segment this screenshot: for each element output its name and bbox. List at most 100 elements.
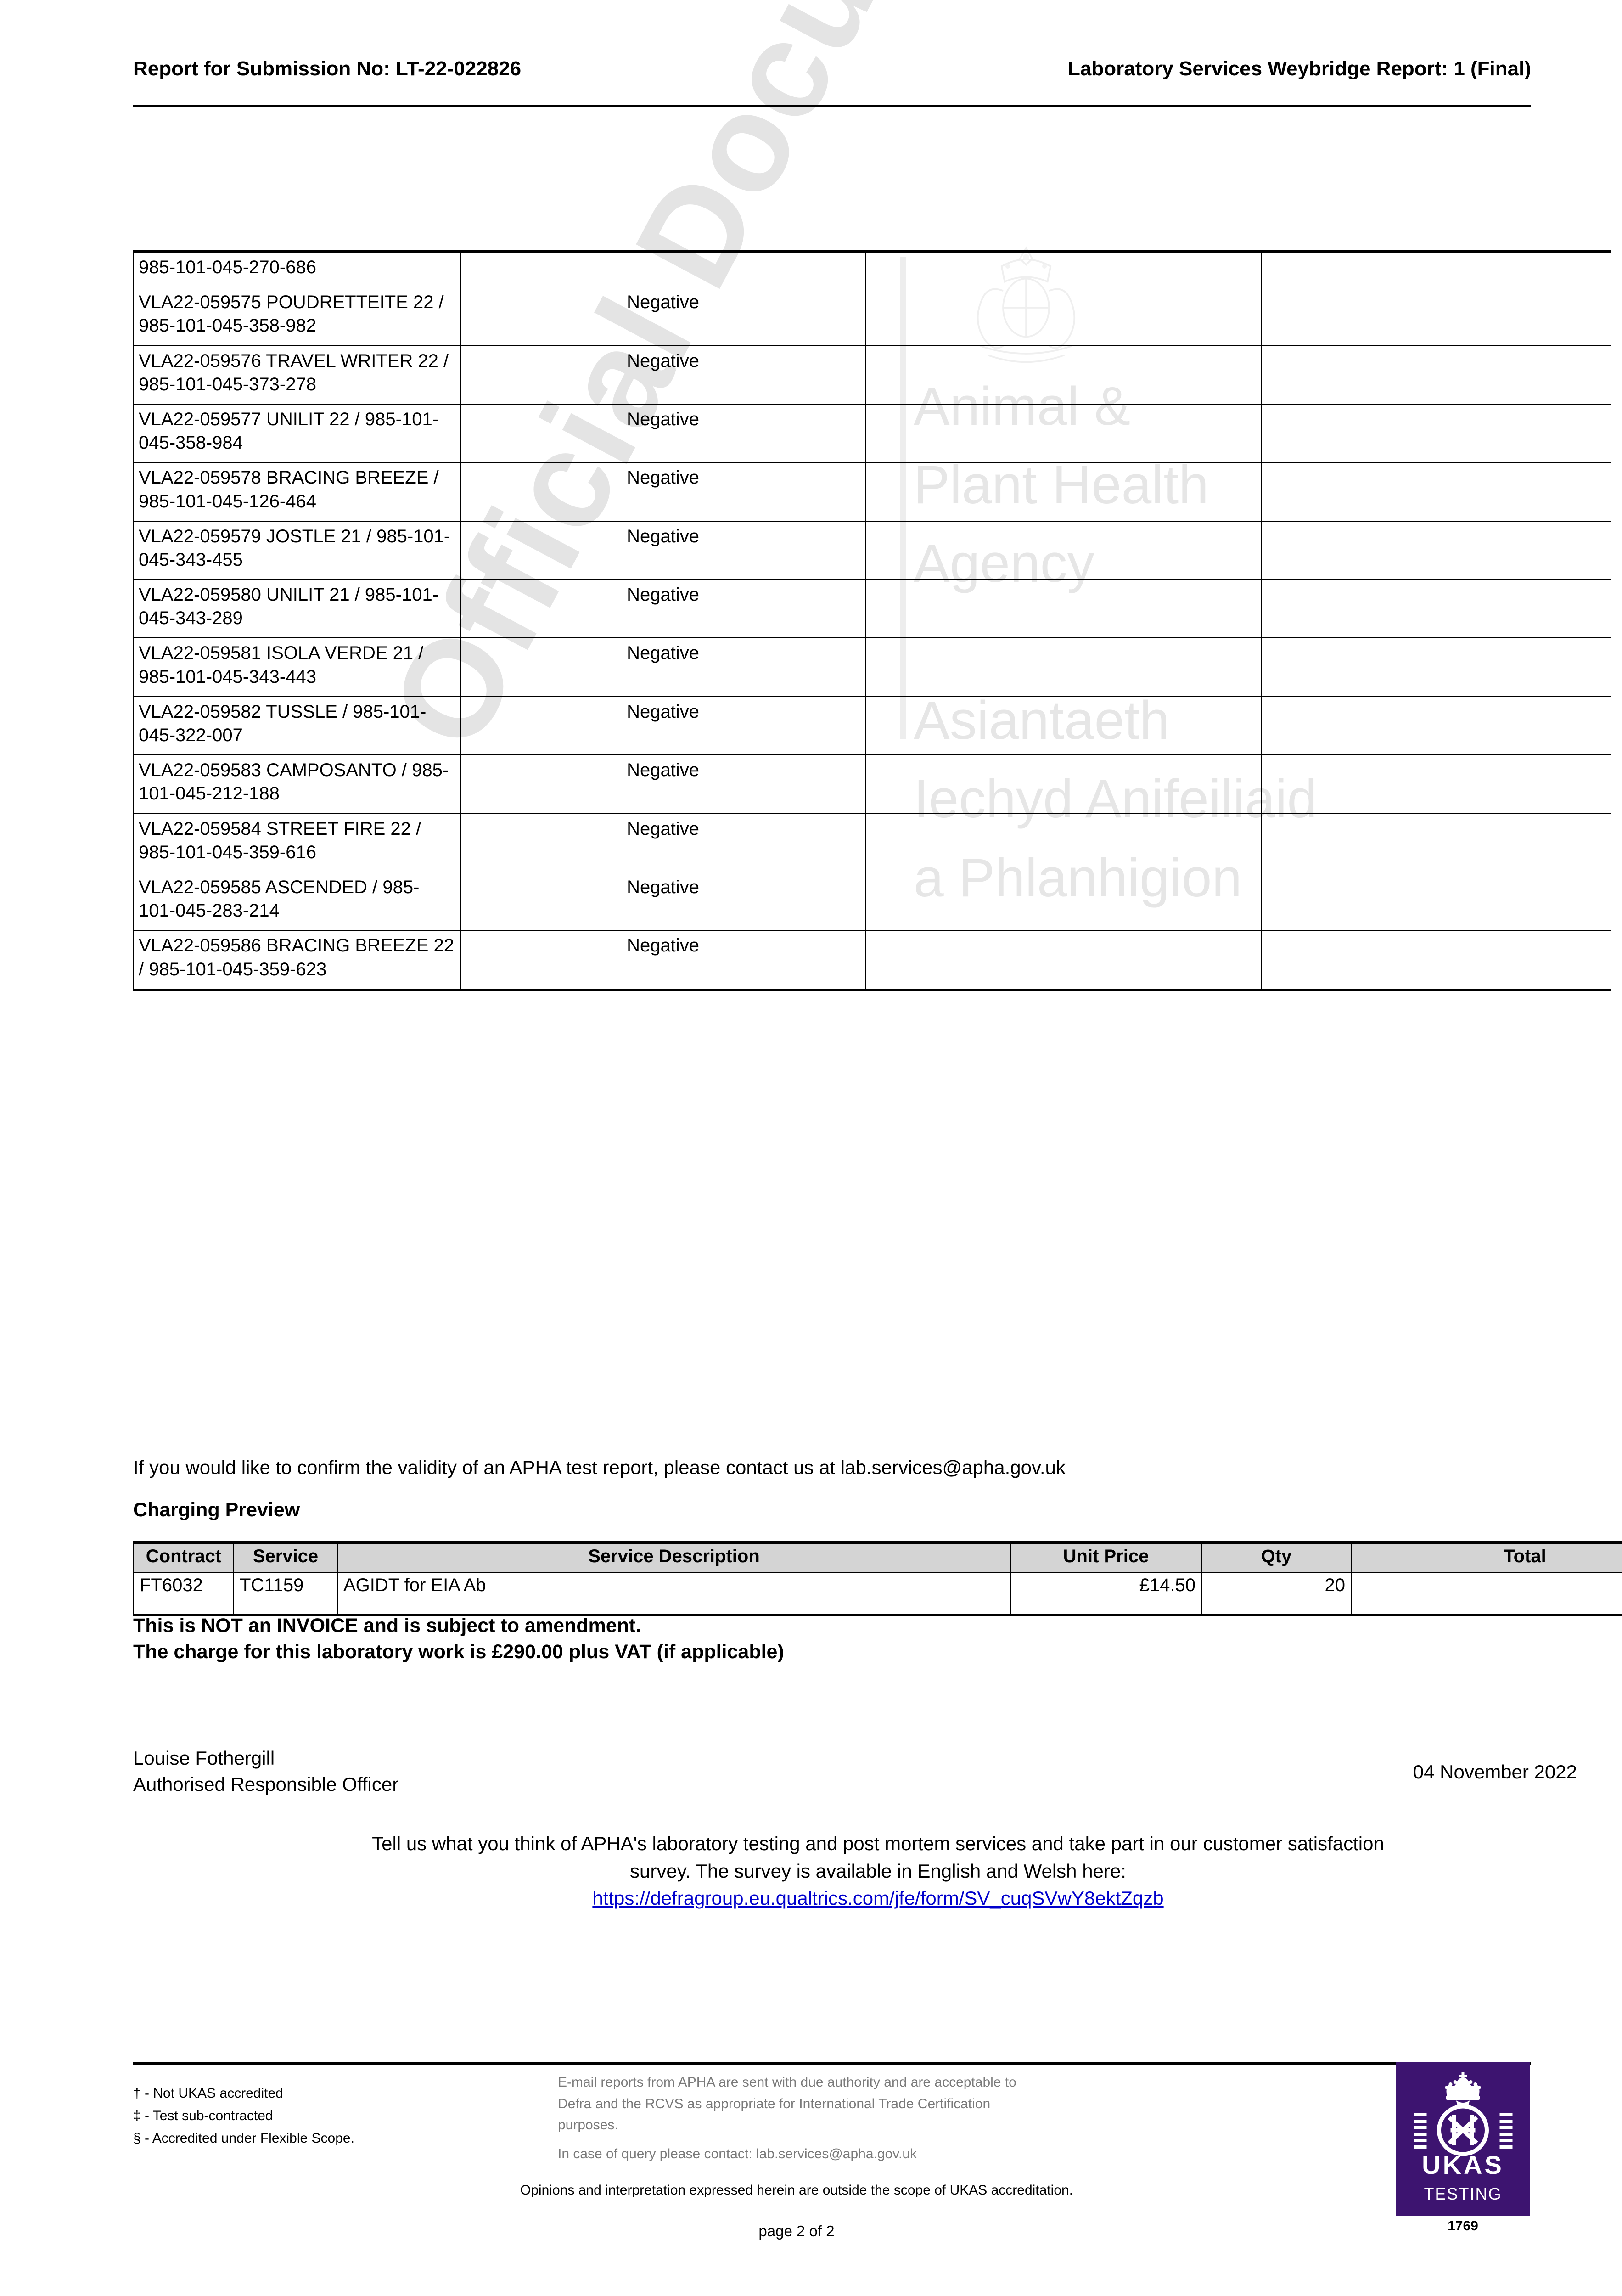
sample-cell: VLA22-059577 UNILIT 22 / 985-101-045-358… <box>133 403 461 463</box>
ukas-accreditation-number: 1769 <box>1448 2218 1478 2234</box>
not-invoice-notice: This is NOT an INVOICE and is subject to… <box>133 1613 784 1665</box>
extra-cell-4 <box>1261 871 1611 931</box>
table-row: 985-101-045-270-686 <box>133 250 1611 288</box>
extra-cell-3 <box>865 871 1262 931</box>
extra-cell-4 <box>1261 579 1611 639</box>
result-cell: Negative <box>460 287 866 346</box>
charging-preview-heading: Charging Preview <box>133 1499 300 1521</box>
query-contact-note: In case of query please contact: lab.ser… <box>558 2146 917 2161</box>
table-row: VLA22-059581 ISOLA VERDE 21 / 985-101-04… <box>133 637 1611 697</box>
email-note-line-1: E-mail reports from APHA are sent with d… <box>558 2075 1016 2090</box>
survey-line-1: Tell us what you think of APHA's laborat… <box>372 1833 1384 1854</box>
sample-cell: VLA22-059581 ISOLA VERDE 21 / 985-101-04… <box>133 637 461 697</box>
charging-service-cell: TC1159 <box>233 1572 338 1616</box>
charging-row: FT6032 TC1159 AGIDT for EIA Ab £14.50 20… <box>133 1572 1622 1616</box>
extra-cell-4 <box>1261 287 1611 346</box>
sample-cell: VLA22-059584 STREET FIRE 22 / 985-101-04… <box>133 813 461 872</box>
result-cell: Negative <box>460 754 866 814</box>
extra-cell-3 <box>865 250 1262 288</box>
table-row: VLA22-059582 TUSSLE / 985-101-045-322-00… <box>133 696 1611 756</box>
sample-cell: VLA22-059580 UNILIT 21 / 985-101-045-343… <box>133 579 461 639</box>
extra-cell-4 <box>1261 696 1611 756</box>
sample-cell: VLA22-059579 JOSTLE 21 / 985-101-045-343… <box>133 520 461 580</box>
signature-block: Louise Fothergill Authorised Responsible… <box>133 1745 398 1797</box>
extra-cell-4 <box>1261 813 1611 872</box>
ukas-subtitle-text: TESTING <box>1424 2184 1502 2203</box>
result-cell: Negative <box>460 813 866 872</box>
extra-cell-3 <box>865 754 1262 814</box>
footer-divider <box>133 2062 1531 2065</box>
result-cell: Negative <box>460 637 866 697</box>
result-cell: Negative <box>460 696 866 756</box>
extra-cell-3 <box>865 930 1262 991</box>
column-header-total: Total <box>1351 1541 1622 1573</box>
charging-unit-price-cell: £14.50 <box>1010 1572 1202 1616</box>
ukas-crown-and-circle-icon <box>1414 2072 1512 2156</box>
table-row: VLA22-059576 TRAVEL WRITER 22 / 985-101-… <box>133 345 1611 405</box>
result-cell: Negative <box>460 520 866 580</box>
sample-cell: VLA22-059578 BRACING BREEZE / 985-101-04… <box>133 462 461 522</box>
legend-flexible-scope: § - Accredited under Flexible Scope. <box>133 2130 354 2146</box>
column-header-service-description: Service Description <box>337 1541 1011 1573</box>
sample-cell: VLA22-059576 TRAVEL WRITER 22 / 985-101-… <box>133 345 461 405</box>
sample-cell: VLA22-059582 TUSSLE / 985-101-045-322-00… <box>133 696 461 756</box>
table-row: VLA22-059585 ASCENDED / 985-101-045-283-… <box>133 871 1611 931</box>
result-cell: Negative <box>460 403 866 463</box>
extra-cell-3 <box>865 813 1262 872</box>
column-header-service: Service <box>233 1541 338 1573</box>
table-row: VLA22-059575 POUDRETTEITE 22 / 985-101-0… <box>133 287 1611 346</box>
column-header-qty: Qty <box>1201 1541 1352 1573</box>
extra-cell-3 <box>865 579 1262 639</box>
charging-table-wrapper: Contract Service Service Description Uni… <box>133 1541 1622 1616</box>
footer-legend: † - Not UKAS accredited ‡ - Test sub-con… <box>133 2082 354 2150</box>
result-cell: Negative <box>460 462 866 522</box>
footer-email-note: E-mail reports from APHA are sent with d… <box>558 2072 1292 2165</box>
charging-contract-cell: FT6032 <box>133 1572 234 1616</box>
ukas-logo: UKAS TESTING 1769 <box>1396 2062 1530 2234</box>
table-row: VLA22-059578 BRACING BREEZE / 985-101-04… <box>133 462 1611 522</box>
charging-table-head: Contract Service Service Description Uni… <box>133 1541 1622 1573</box>
sample-cell: VLA22-059586 BRACING BREEZE 22 / 985-101… <box>133 930 461 991</box>
extra-cell-4 <box>1261 250 1611 288</box>
extra-cell-3 <box>865 287 1262 346</box>
officer-name: Louise Fothergill <box>133 1747 275 1769</box>
charging-qty-cell: 20 <box>1201 1572 1352 1616</box>
extra-cell-4 <box>1261 930 1611 991</box>
not-invoice-line-2: The charge for this laboratory work is £… <box>133 1640 784 1663</box>
charging-table: Contract Service Service Description Uni… <box>133 1541 1622 1616</box>
report-date: 04 November 2022 <box>1413 1761 1577 1783</box>
lab-report-label: Laboratory Services Weybridge Report: 1 … <box>1068 57 1531 80</box>
footer-note-spacer <box>558 2136 1292 2144</box>
legend-test-sub-contracted: ‡ - Test sub-contracted <box>133 2108 273 2123</box>
extra-cell-3 <box>865 637 1262 697</box>
extra-cell-4 <box>1261 754 1611 814</box>
survey-invitation: Tell us what you think of APHA's laborat… <box>133 1830 1622 1912</box>
page-number: page 2 of 2 <box>758 2223 835 2240</box>
ukas-logo-box: UKAS TESTING <box>1396 2062 1530 2216</box>
charging-total-cell: £290.00 <box>1351 1572 1622 1616</box>
result-cell: Negative <box>460 930 866 991</box>
sample-cell: VLA22-059575 POUDRETTEITE 22 / 985-101-0… <box>133 287 461 346</box>
charging-header-row: Contract Service Service Description Uni… <box>133 1541 1622 1573</box>
sample-cell: VLA22-059585 ASCENDED / 985-101-045-283-… <box>133 871 461 931</box>
sample-cell: 985-101-045-270-686 <box>133 250 461 288</box>
ukas-name-text: UKAS <box>1422 2150 1504 2179</box>
extra-cell-4 <box>1261 520 1611 580</box>
table-row: VLA22-059580 UNILIT 21 / 985-101-045-343… <box>133 579 1611 639</box>
email-note-line-3: purposes. <box>558 2117 618 2133</box>
result-cell: Negative <box>460 871 866 931</box>
extra-cell-4 <box>1261 345 1611 405</box>
extra-cell-3 <box>865 345 1262 405</box>
charging-description-cell: AGIDT for EIA Ab <box>337 1572 1011 1616</box>
ukas-scope-note: Opinions and interpretation expressed he… <box>520 2183 1073 2198</box>
column-header-contract: Contract <box>133 1541 234 1573</box>
officer-role: Authorised Responsible Officer <box>133 1773 399 1795</box>
result-cell <box>460 250 866 288</box>
survey-link[interactable]: https://defragroup.eu.qualtrics.com/jfe/… <box>592 1887 1164 1909</box>
results-table: 985-101-045-270-686 VLA22-059575 POUDRET… <box>133 250 1611 991</box>
table-row: VLA22-059577 UNILIT 22 / 985-101-045-358… <box>133 403 1611 463</box>
result-cell: Negative <box>460 345 866 405</box>
extra-cell-3 <box>865 403 1262 463</box>
table-row: VLA22-059583 CAMPOSANTO / 985-101-045-21… <box>133 754 1611 814</box>
